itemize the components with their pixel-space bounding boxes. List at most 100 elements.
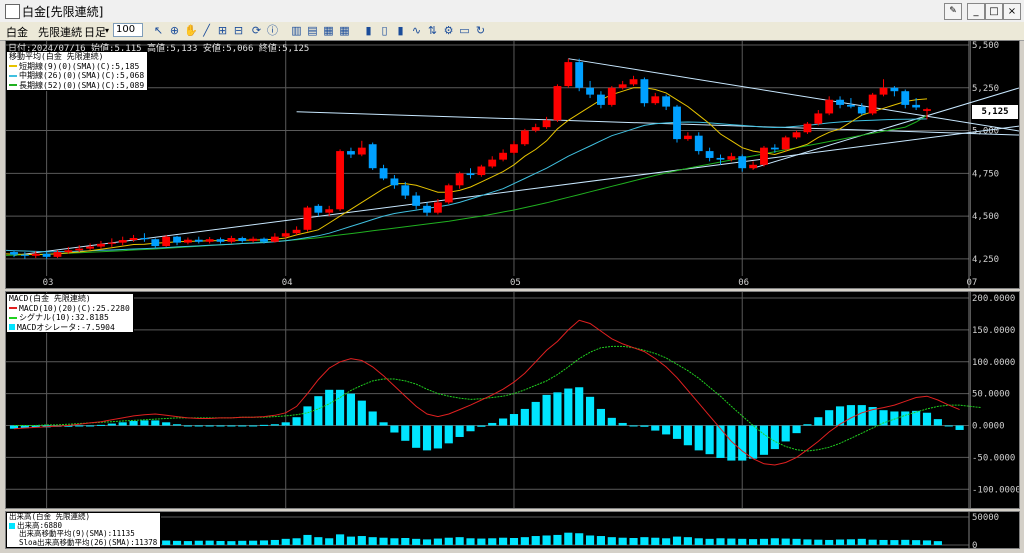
zoom-out-icon[interactable]: ⊟ bbox=[233, 24, 244, 37]
zoom-in-icon[interactable]: ⊞ bbox=[217, 24, 228, 37]
macd-legend-item: MACDオシレータ:-7.5904 bbox=[9, 323, 130, 333]
cursor-icon[interactable]: ↖ bbox=[153, 24, 164, 37]
macd-tick-label: 100.0000 bbox=[972, 358, 1015, 368]
x-tick-label: 07 bbox=[966, 278, 977, 288]
macd-osc-bar bbox=[346, 393, 356, 426]
candle-body bbox=[640, 79, 649, 104]
x-tick-label: 06 bbox=[738, 278, 749, 288]
macd-osc-bar bbox=[477, 425, 486, 427]
candle-body bbox=[575, 62, 584, 88]
macd-osc-bar bbox=[912, 410, 921, 426]
trendline bbox=[296, 111, 1024, 136]
candle-body bbox=[760, 147, 768, 165]
volume-bar bbox=[868, 539, 877, 545]
volume-bar bbox=[901, 539, 910, 545]
candle-body bbox=[423, 205, 431, 213]
settings-icon[interactable]: ⚙ bbox=[443, 24, 454, 37]
volume-bar bbox=[716, 538, 725, 545]
indicator-icon[interactable]: ▤ bbox=[307, 24, 318, 37]
candle-body bbox=[499, 152, 508, 160]
x-tick-label: 05 bbox=[510, 278, 521, 288]
macd-swatch bbox=[9, 307, 17, 310]
macd-osc-bar bbox=[890, 411, 899, 426]
macd-osc-bar bbox=[172, 424, 182, 426]
candle-body bbox=[390, 178, 399, 186]
candle-body bbox=[466, 173, 475, 176]
macd-osc-bar bbox=[368, 411, 377, 426]
macd-osc-bar bbox=[216, 425, 225, 427]
volume-chart-icon[interactable]: ▮ bbox=[365, 24, 372, 37]
candle-body bbox=[651, 96, 660, 104]
macd-osc-bar bbox=[585, 396, 595, 426]
macd-osc-bar bbox=[694, 425, 703, 451]
volume-bar bbox=[227, 541, 236, 545]
contract-select[interactable]: 先限連続 bbox=[38, 26, 82, 39]
macd-osc-bar bbox=[20, 425, 29, 429]
macd-osc-bar bbox=[564, 388, 573, 426]
macd-osc-bar bbox=[738, 425, 747, 461]
crosshair-icon[interactable]: ⊕ bbox=[169, 24, 180, 37]
macd-osc-bar bbox=[194, 425, 203, 427]
macd-osc-bar bbox=[683, 425, 692, 446]
macd-osc-bar bbox=[75, 425, 84, 427]
candle-body bbox=[401, 185, 410, 196]
candle-body bbox=[97, 243, 105, 247]
line-chart-icon[interactable]: ∿ bbox=[411, 24, 422, 37]
bar-chart-icon[interactable]: ▮ bbox=[397, 24, 404, 37]
volume-bar bbox=[325, 538, 334, 545]
candle-body bbox=[216, 239, 225, 242]
ma-mid-label: 中期線(26)(0)(SMA)(C):5,068 bbox=[19, 71, 145, 80]
compare-icon[interactable]: ⇅ bbox=[427, 24, 438, 37]
candle-body bbox=[781, 137, 790, 150]
draw-line-icon[interactable]: ╱ bbox=[203, 24, 210, 37]
candle-body bbox=[749, 164, 758, 169]
volume-bar bbox=[357, 536, 366, 545]
candle-chart-icon[interactable]: ▯ bbox=[381, 24, 388, 37]
macd-osc-bar bbox=[499, 418, 508, 426]
close-button[interactable]: × bbox=[1003, 3, 1021, 20]
period-dropdown-arrow-icon[interactable]: ▾ bbox=[105, 26, 110, 35]
refresh-icon[interactable]: ⟳ bbox=[251, 24, 262, 37]
candle-body bbox=[455, 173, 464, 186]
volume-bar bbox=[281, 538, 290, 545]
macd-osc-bar bbox=[455, 425, 464, 437]
macd-osc-bar bbox=[607, 417, 616, 426]
candle-body bbox=[879, 87, 888, 95]
bar-count-input[interactable]: 100 bbox=[113, 23, 143, 37]
macd-osc-bar bbox=[9, 425, 19, 429]
volume-bar bbox=[705, 538, 714, 545]
volume-bar bbox=[542, 535, 551, 545]
volume-bar bbox=[770, 538, 779, 545]
hand-icon[interactable]: ✋ bbox=[184, 24, 198, 37]
volume-bar bbox=[727, 538, 736, 545]
volume-tick-label: 50000 bbox=[972, 513, 999, 523]
macd-osc-bar bbox=[488, 422, 497, 426]
macd-osc-bar bbox=[31, 425, 40, 428]
candle-body bbox=[107, 242, 116, 244]
pen-icon[interactable]: ✎ bbox=[944, 3, 962, 20]
ma-legend-item: 短期線(9)(0)(SMA)(C):5,185 bbox=[9, 62, 144, 72]
minimize-button[interactable]: _ bbox=[967, 3, 985, 20]
macd-osc-bar bbox=[509, 414, 519, 426]
info-icon[interactable]: ⓘ bbox=[267, 24, 278, 37]
volume-bar bbox=[846, 539, 855, 545]
window-icon[interactable]: ▭ bbox=[459, 24, 470, 37]
grid-icon[interactable]: ▦ bbox=[323, 24, 334, 37]
candle-body bbox=[75, 248, 84, 251]
period-select[interactable]: 日足 bbox=[84, 26, 106, 39]
maximize-button[interactable]: □ bbox=[985, 3, 1003, 20]
trendline bbox=[13, 125, 1024, 256]
macd-osc-bar bbox=[86, 425, 95, 427]
macd-osc-bar bbox=[542, 394, 551, 426]
macd-osc-bar bbox=[325, 389, 334, 426]
macd-osc-bar bbox=[575, 387, 584, 426]
volume-bar bbox=[879, 539, 888, 545]
volume-bar bbox=[433, 538, 442, 545]
table-icon[interactable]: ▦ bbox=[339, 24, 350, 37]
volume-bar bbox=[922, 540, 932, 545]
candle-body bbox=[890, 87, 899, 92]
sync-icon[interactable]: ↻ bbox=[475, 24, 486, 37]
chart-type-icon[interactable]: ▥ bbox=[291, 24, 302, 37]
instrument-select[interactable]: 白金 bbox=[6, 26, 28, 39]
candle-body bbox=[520, 130, 529, 145]
